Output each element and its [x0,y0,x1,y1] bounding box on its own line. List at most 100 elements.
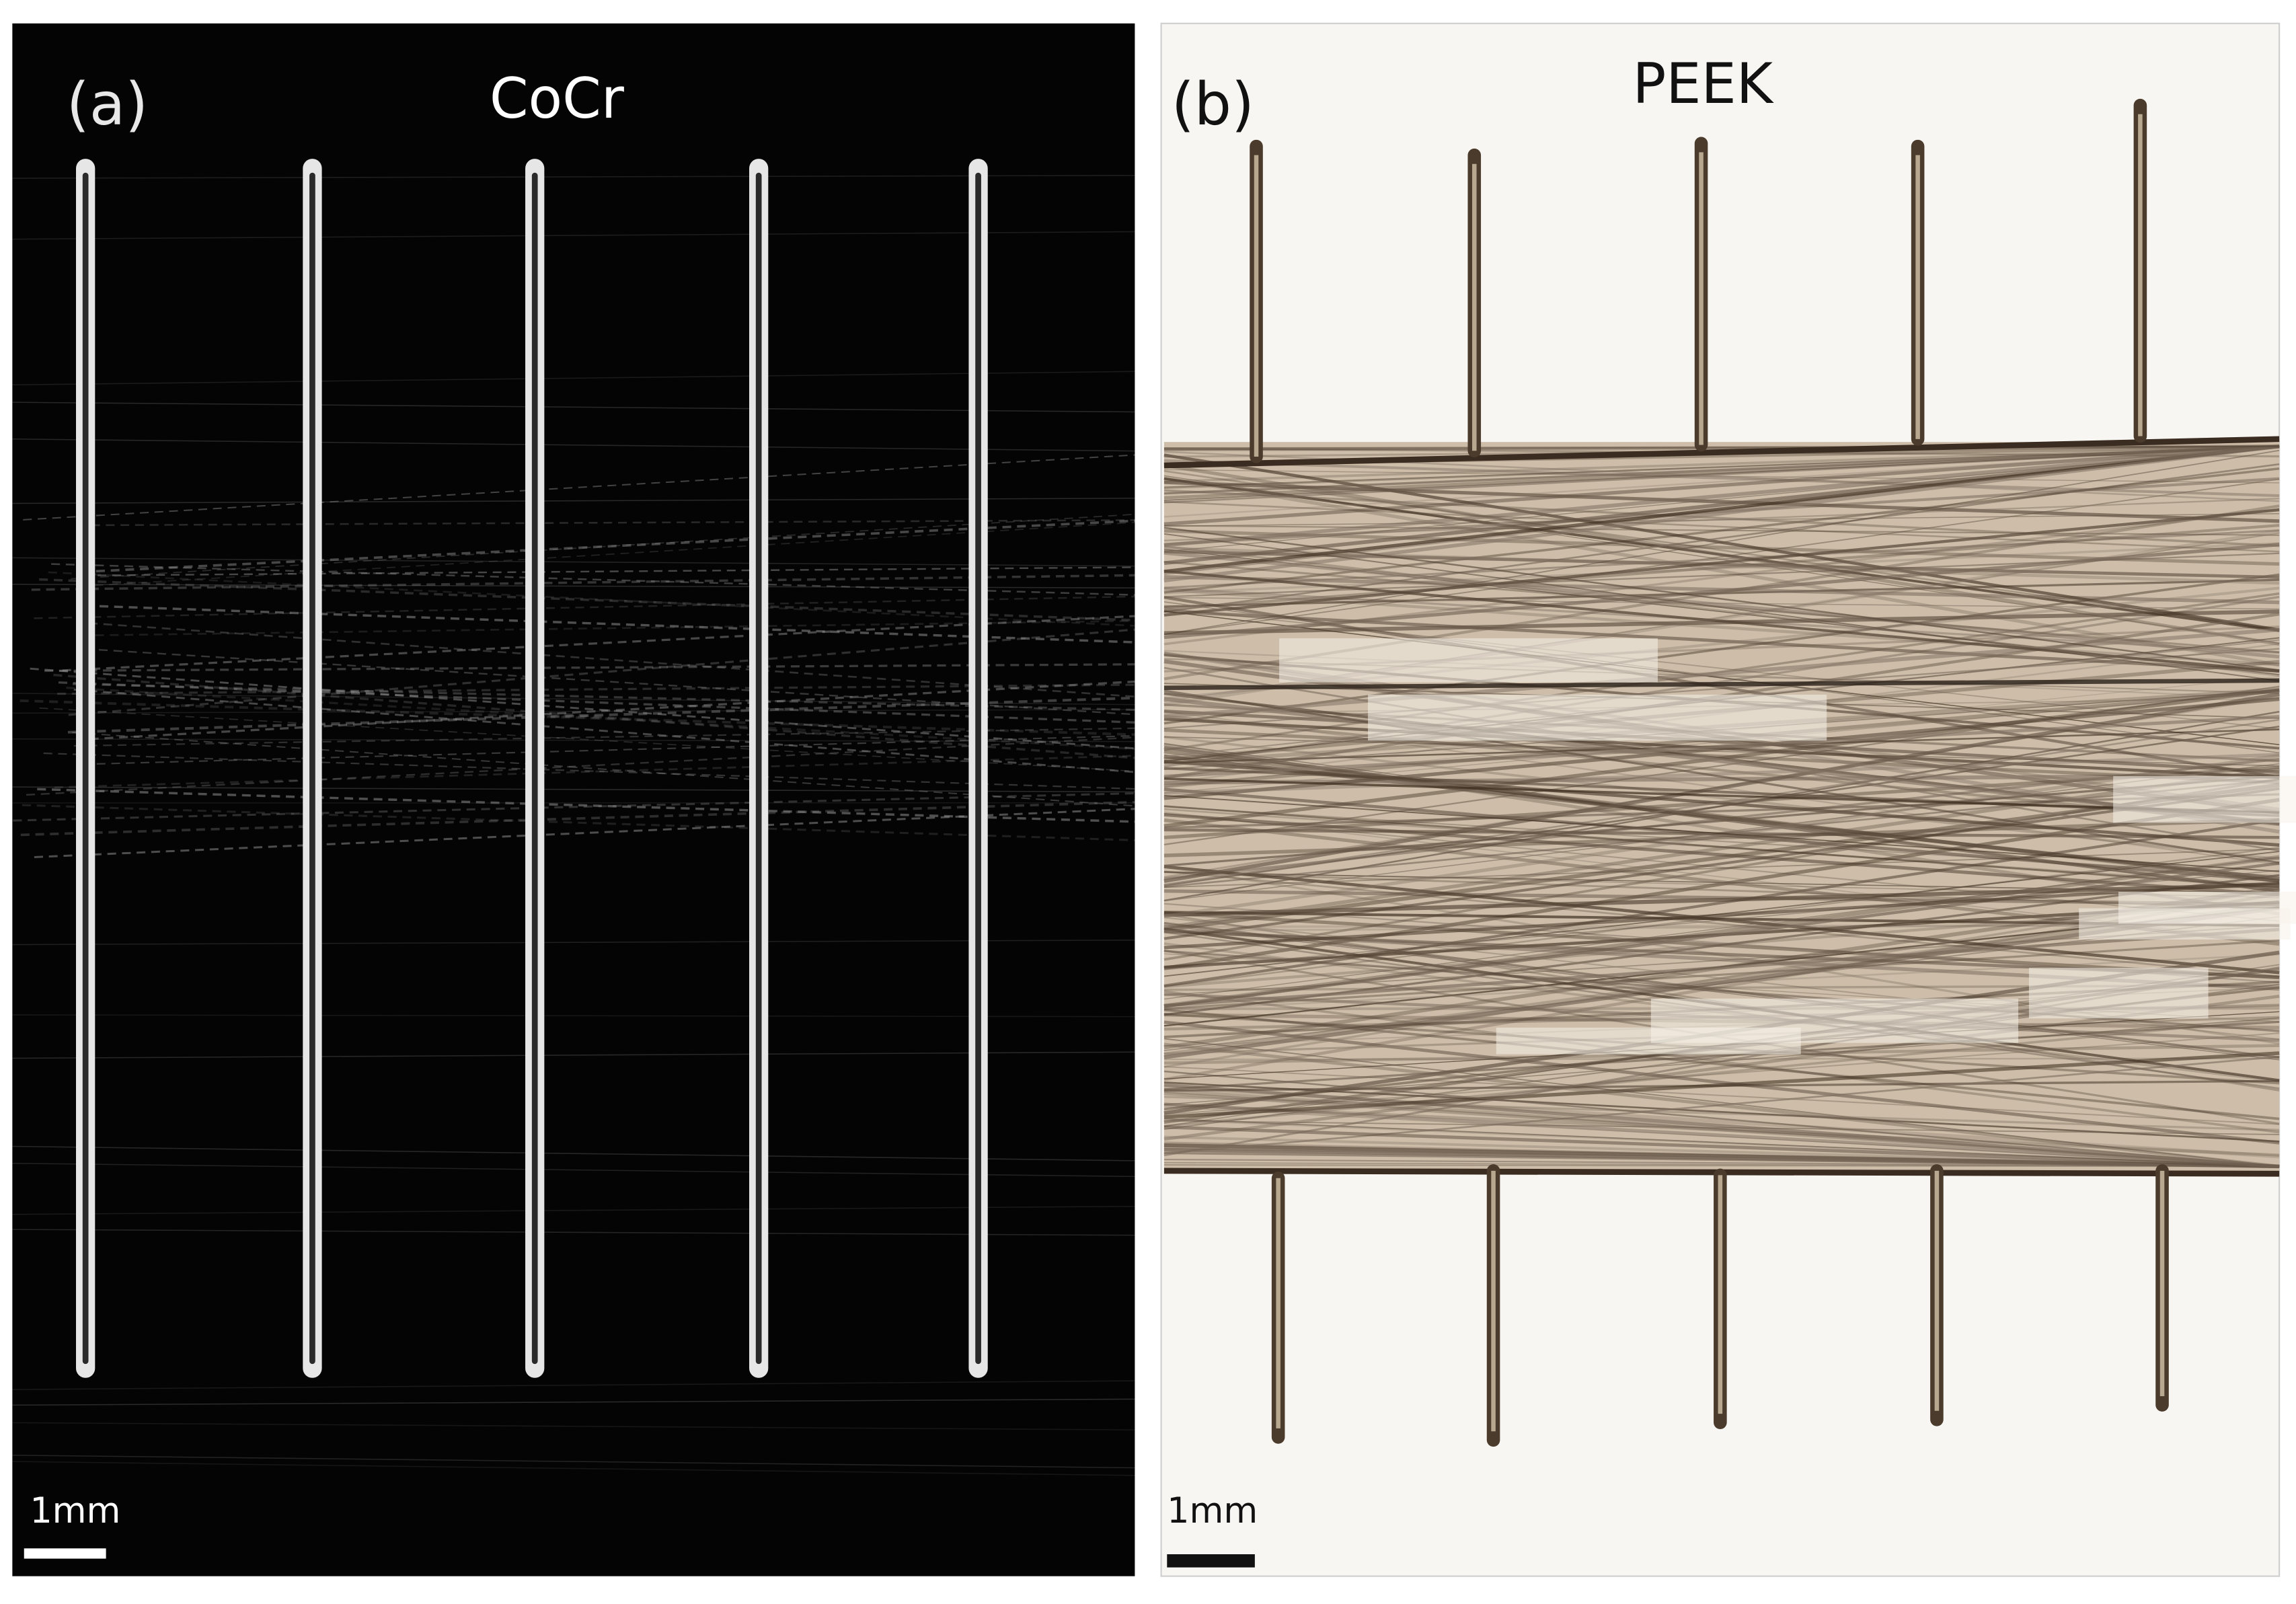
panel-a: (a) CoCr 1mm [12,23,1135,1576]
scratch [12,1422,1135,1430]
scratch [1163,1125,2280,1168]
scratch [12,1051,1135,1059]
scratch [1163,445,2280,483]
scratch [1163,927,2280,1007]
scratch [1163,551,2280,659]
scratch [1163,736,2280,767]
scratch [1163,787,2280,940]
scratch [1163,1032,2280,1116]
light-patch [2113,775,2296,823]
scratch [12,1145,1135,1161]
panel-title: PEEK [1632,51,1773,116]
scratch [1163,1103,2280,1157]
scratch [1163,463,2280,646]
scratch [1163,870,2280,978]
scratch [1163,1083,2280,1168]
scratch [1163,1017,2280,1128]
scratch [1163,543,2280,640]
scratch [1163,595,2280,768]
scratch [1163,1044,2280,1065]
scratch [79,521,1135,587]
scratch [1163,570,2280,673]
panel-b: (b) PEEK 1mm [1160,22,2296,1577]
scratch [1163,1106,2280,1168]
scratch [1163,445,2280,518]
scratch [1163,1008,2280,1120]
scratch [1163,793,2280,829]
scratch [1163,870,2280,970]
scratch [1163,1147,2280,1168]
scratch [1163,1091,2280,1168]
scratch [72,732,1135,807]
scratch [1163,1143,2280,1168]
scratch [1163,939,2280,1010]
scratch [1163,775,2280,867]
scratch [1163,1070,2280,1168]
light-patch [1650,998,2019,1043]
scratch [54,755,1135,789]
scratch [1163,715,2280,778]
scratch [1163,889,2280,907]
scratch [43,752,1135,790]
scratch [1163,805,2280,889]
wear-tracks [1250,98,2169,1447]
light-patch [2118,891,2296,924]
panel-label: (b) [1172,70,1254,139]
scratch [12,738,1135,742]
scratch [1163,847,2280,987]
scratch [1163,459,2280,498]
scratch [1163,449,2280,636]
scratch [1163,453,2280,632]
scratch [48,571,1135,627]
scratch [1163,871,2280,894]
panel-title: CoCr [490,66,624,131]
scratch [89,680,1135,740]
scratch [31,574,1135,591]
scratch [39,707,1135,772]
scratch [1163,925,2280,1061]
scratch [1163,444,2280,547]
scratch [66,687,1135,751]
scratch [1163,742,2280,893]
scratch [76,519,1135,527]
scratch [12,1205,1135,1215]
scratch [1163,794,2280,872]
scratch [44,663,1135,673]
scratch [73,688,1135,773]
scratch [81,519,1135,574]
scratch [12,438,1135,452]
scratch [30,667,1135,750]
scratch [1163,1038,2280,1168]
scratch [1163,542,2280,595]
scratch [1163,500,2280,553]
scratch [1163,445,2280,501]
scratch [1163,753,2280,919]
scratch [1163,607,2280,730]
scratch [1163,753,2280,795]
scratch [1163,742,2280,916]
scratch [12,786,1135,793]
scratch [12,1380,1135,1390]
scratch [1163,1092,2280,1168]
scratch [1163,527,2280,671]
scratch [1163,545,2280,677]
scratch [1163,1081,2280,1143]
scratch [1163,1065,2280,1125]
scratch [20,699,1135,736]
scratch [1163,470,2280,631]
band-centre [1163,678,2280,691]
scratch [1163,848,2280,888]
scratch [26,736,1135,796]
scratch [1163,627,2280,719]
scratch [1163,477,2280,632]
scratch [1163,767,2280,930]
scratch [34,808,1135,859]
scratch [62,615,1135,672]
scratch [13,792,1135,822]
scratch [1163,763,2280,902]
scratch [12,709,1135,714]
scratch [1163,478,2280,636]
light-patch [2028,968,2209,1019]
scratch [12,693,1135,705]
panel-a-image [12,23,1135,1576]
